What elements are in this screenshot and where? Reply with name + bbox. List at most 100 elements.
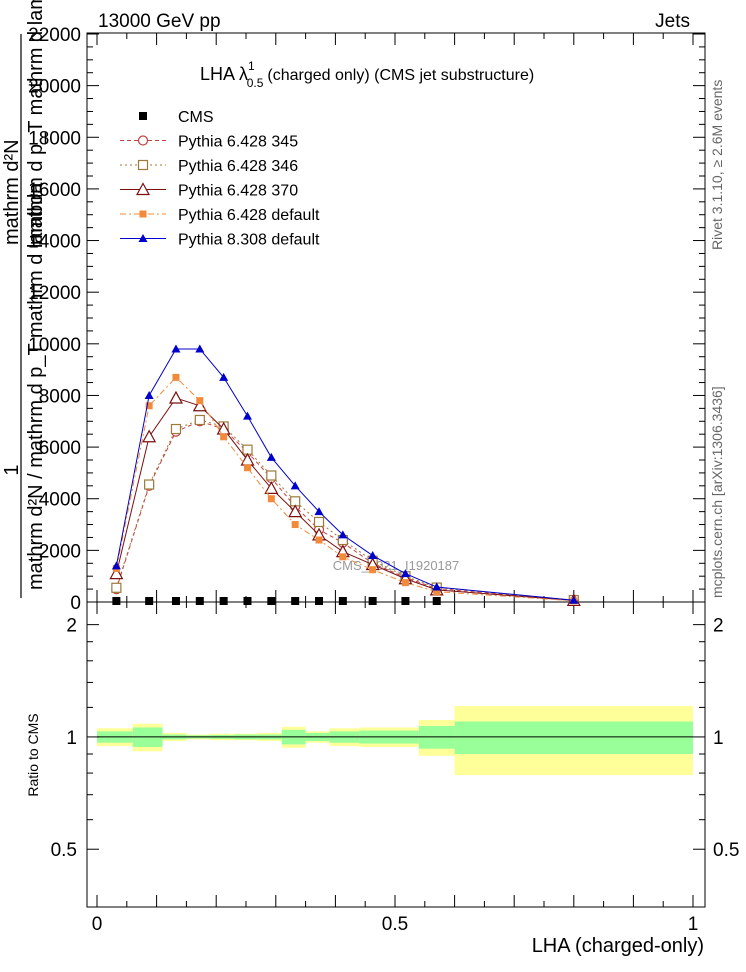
series-point xyxy=(242,411,252,420)
y-tick-label: 0 xyxy=(70,593,81,614)
series-point xyxy=(172,373,180,381)
ratio-bands xyxy=(97,706,693,776)
series-point xyxy=(264,481,279,494)
x-tick-label: 0.5 xyxy=(382,914,408,935)
series-point xyxy=(291,521,299,529)
legend-label: Pythia 8.308 default xyxy=(178,232,320,249)
series-point xyxy=(315,536,323,544)
rivet-version-label: Rivet 3.1.10, ≥ 2.6M events xyxy=(709,80,725,250)
legend-marker xyxy=(137,159,149,171)
axes-ticks: 0 2000 4000 6000 8000 10000 12000 14000 16000 180… xyxy=(28,25,739,935)
series-point xyxy=(144,390,154,399)
series-point xyxy=(168,390,183,404)
legend-marker xyxy=(139,210,147,218)
y-tick-label: 6000 xyxy=(39,438,81,459)
series-point xyxy=(219,372,229,381)
series-line xyxy=(115,419,574,601)
series-point xyxy=(219,597,228,605)
series-1 xyxy=(111,416,579,606)
series-point xyxy=(339,553,347,561)
series-point xyxy=(432,582,442,591)
series-point xyxy=(243,464,251,472)
series-point xyxy=(338,597,347,605)
series-point xyxy=(266,470,277,481)
y-label-top2: mathrm d p_T mathrm d lambda xyxy=(25,0,47,245)
legend-label: Pythia 6.428 346 xyxy=(178,158,298,175)
series-point xyxy=(220,433,228,441)
series-point xyxy=(112,597,121,605)
legend-label: Pythia 6.428 345 xyxy=(178,134,298,151)
x-axis-label: LHA (charged-only) xyxy=(532,935,704,957)
ratio-y-label: Ratio to CMS xyxy=(25,713,41,796)
legend-marker xyxy=(139,112,147,120)
legend-label: Pythia 6.428 370 xyxy=(178,183,298,200)
series-point xyxy=(145,597,154,605)
ratio-plot-frame xyxy=(86,601,706,908)
y-tick-label: 2000 xyxy=(39,541,81,562)
series-0 xyxy=(112,597,578,605)
legend-label: Pythia 6.428 default xyxy=(178,207,320,224)
series-point xyxy=(145,402,153,410)
ratio-y-tick-label: 1 xyxy=(66,728,77,749)
series-5 xyxy=(111,344,579,604)
y-label-num: 1 xyxy=(1,464,23,475)
series-point xyxy=(569,595,579,604)
y-label-top: mathrm d²N xyxy=(1,139,23,245)
y-tick-label: 22000 xyxy=(28,25,81,46)
series-point xyxy=(194,414,205,426)
series-line xyxy=(115,420,574,601)
series-point xyxy=(266,452,276,461)
series-point xyxy=(315,597,324,605)
y-axis-label: 1 mathrm d²N / mathrm d p_T mathrm d lam… xyxy=(1,0,47,598)
ratio-y-tick-label-right: 1 xyxy=(713,728,724,749)
series-point xyxy=(196,397,204,405)
x-tick-label: 0 xyxy=(92,914,103,935)
series-point xyxy=(291,597,300,605)
y-tick-label: 20000 xyxy=(28,77,81,98)
series-point xyxy=(288,504,303,518)
series-point xyxy=(171,597,180,605)
legend-label: CMS xyxy=(178,109,214,126)
series-point xyxy=(338,530,348,539)
y-tick-label: 16000 xyxy=(28,180,81,201)
series-point xyxy=(195,344,205,353)
series-point xyxy=(369,566,377,574)
series-line xyxy=(115,348,574,601)
series-point xyxy=(401,579,409,587)
header-left: 13000 GeV pp xyxy=(98,11,221,32)
series-point xyxy=(243,597,252,605)
series-point xyxy=(170,423,182,435)
analysis-watermark: CMS_2021_I1920187 xyxy=(333,558,460,573)
series-point xyxy=(240,452,255,466)
series-point xyxy=(267,495,275,503)
series-point xyxy=(171,344,181,353)
y-tick-label: 8000 xyxy=(39,386,81,407)
series-point xyxy=(401,597,410,605)
y-tick-label: 4000 xyxy=(39,490,81,511)
series-line xyxy=(115,376,574,602)
series-point xyxy=(144,479,155,490)
mcplots-label: mcplots.cern.ch [arXiv:1306.3436] xyxy=(709,386,725,598)
series-point xyxy=(433,588,441,596)
y-tick-label: 14000 xyxy=(28,232,81,253)
series-point xyxy=(111,582,122,593)
series-point xyxy=(314,507,324,516)
series-point xyxy=(111,561,121,570)
series-point xyxy=(195,597,204,605)
ratio-y-tick-label-right: 0.5 xyxy=(713,840,739,861)
y-tick-label: 12000 xyxy=(28,283,81,304)
y-tick-label: 10000 xyxy=(28,335,81,356)
legend-marker xyxy=(138,234,148,242)
ratio-y-tick-label: 0.5 xyxy=(51,840,77,861)
ratio-y-tick-label: 2 xyxy=(66,616,77,637)
series-point xyxy=(290,481,300,490)
series-point xyxy=(368,597,377,605)
plot-title: LHA λ1 0.5 (charged only) (CMS jet substru… xyxy=(200,59,534,90)
series-point xyxy=(432,597,441,605)
y-label-den: mathrm d²N / mathrm d p_T mathrm d lambd… xyxy=(25,182,47,590)
legend: CMS Pythia 6.428 345 Pythia 6.428 346 Pythi… xyxy=(120,109,320,249)
legend-marker xyxy=(135,182,151,196)
series-point xyxy=(109,566,124,580)
ratio-stat-band xyxy=(454,721,693,754)
